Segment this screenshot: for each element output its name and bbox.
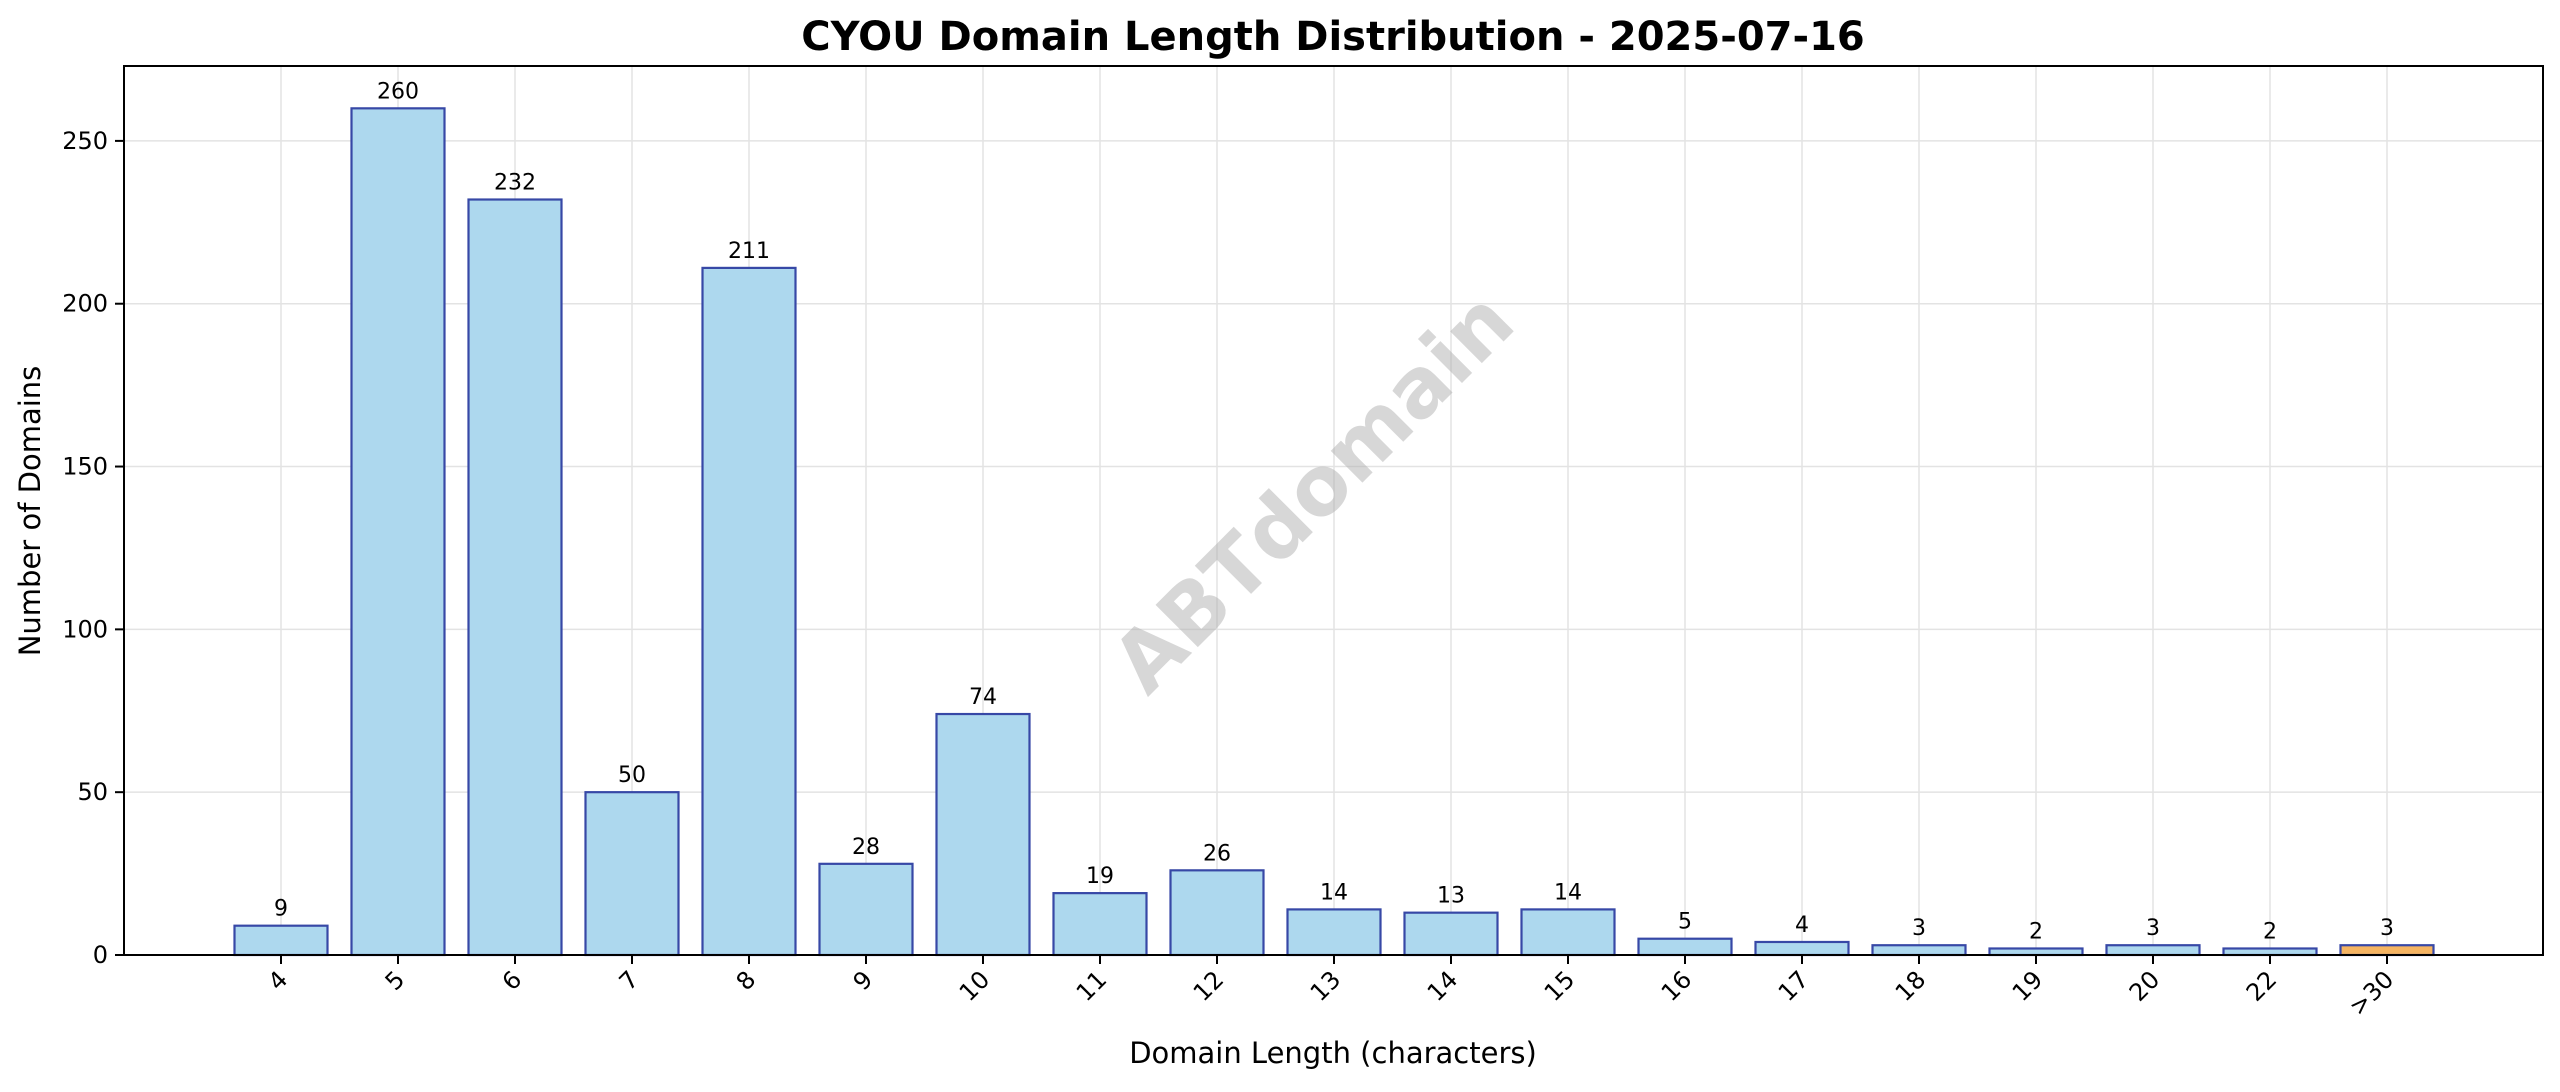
data-label: 3 [1912, 916, 1926, 941]
y-tick-label: 50 [77, 778, 108, 806]
data-label: 14 [1320, 880, 1348, 905]
data-label: 2 [2029, 919, 2043, 944]
x-tick-label: 22 [2241, 965, 2282, 1006]
x-tick-label: 19 [2007, 965, 2048, 1006]
data-label: 260 [377, 79, 419, 104]
x-tick-label: 18 [1890, 965, 1931, 1006]
data-label: 2 [2263, 919, 2277, 944]
x-tick-label: 20 [2124, 965, 2165, 1006]
bar [2339, 944, 2435, 957]
bar [1637, 937, 1733, 957]
bar [701, 266, 797, 957]
bar [818, 862, 914, 957]
bar [1286, 908, 1382, 957]
bar [1754, 940, 1850, 957]
x-tick-label: 6 [497, 965, 528, 996]
data-label: 232 [494, 171, 536, 196]
watermark-text: ABTdomain [1095, 274, 1533, 712]
x-tick-label: 13 [1305, 965, 1346, 1006]
x-tick-label: 11 [1071, 965, 1112, 1006]
x-tick-label: 15 [1539, 965, 1580, 1006]
x-tick-label: 4 [263, 965, 294, 996]
y-tick-label: 250 [62, 127, 108, 155]
bar [584, 791, 680, 957]
bar [1520, 908, 1616, 957]
bars [233, 107, 2435, 957]
y-tick-label: 150 [62, 453, 108, 481]
y-tick-label: 0 [93, 941, 108, 969]
data-label: 14 [1554, 880, 1582, 905]
x-tick-label: 8 [731, 965, 762, 996]
bar [1052, 892, 1148, 957]
bar [2105, 944, 2201, 957]
data-label: 4 [1795, 913, 1809, 938]
data-label: 211 [728, 239, 770, 264]
gridlines [124, 66, 2543, 956]
y-tick-label: 200 [62, 290, 108, 318]
watermark-layer: ABTdomain [1095, 274, 1533, 712]
data-label: 74 [969, 685, 997, 710]
data-label: 26 [1203, 841, 1231, 866]
data-label: 3 [2146, 916, 2160, 941]
bar [1169, 869, 1265, 957]
chart-title: CYOU Domain Length Distribution - 2025-0… [801, 14, 1865, 60]
x-tick-label: 12 [1188, 965, 1229, 1006]
x-tick-label: 7 [614, 965, 645, 996]
x-tick-label: 5 [380, 965, 411, 996]
x-tick-label: 16 [1656, 965, 1697, 1006]
y-tick-label: 100 [62, 615, 108, 643]
x-tick-label: 17 [1773, 965, 1814, 1006]
bar [233, 924, 329, 957]
data-label: 9 [274, 897, 288, 922]
x-axis-label: Domain Length (characters) [1129, 1036, 1537, 1070]
data-label: 13 [1437, 884, 1465, 909]
bar [935, 712, 1031, 957]
x-tick-label: 10 [954, 965, 995, 1006]
data-label: 28 [852, 835, 880, 860]
data-label: 50 [618, 763, 646, 788]
bar [1403, 911, 1499, 957]
bar [350, 107, 446, 957]
y-axis-label: Number of Domains [13, 366, 47, 657]
bar [1871, 944, 1967, 957]
x-tick-label: >30 [2344, 965, 2400, 1021]
x-tick-label: 9 [848, 965, 879, 996]
data-label: 19 [1086, 864, 1114, 889]
data-label: 3 [2380, 916, 2394, 941]
bar [467, 198, 563, 957]
x-tick-label: 14 [1422, 965, 1463, 1006]
data-label: 5 [1678, 910, 1692, 935]
